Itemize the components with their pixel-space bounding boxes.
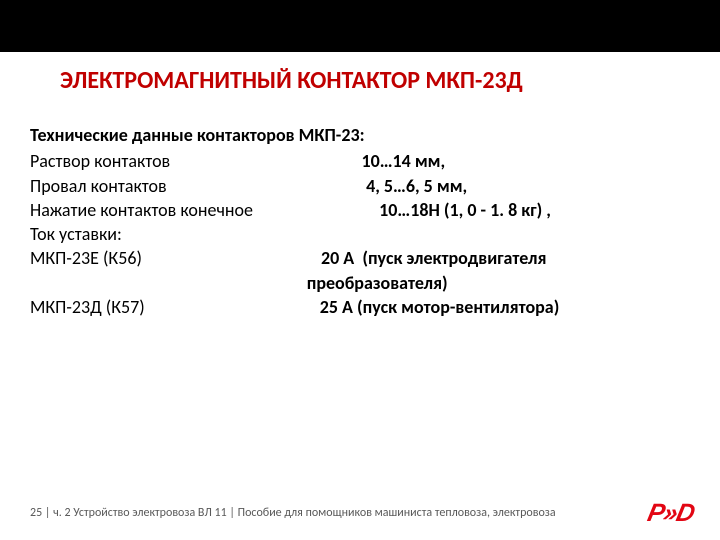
- spec-value: преобразователя): [307, 271, 448, 295]
- spec-value: 25 А (пуск мотор-вентилятора): [320, 295, 560, 319]
- spec-value: 10…14 мм,: [361, 149, 445, 173]
- spec-spacer: [167, 174, 366, 198]
- spec-row: Ток уставки:: [30, 222, 690, 246]
- spec-label: Провал контактов: [30, 174, 167, 198]
- spec-row: преобразователя): [30, 271, 690, 295]
- spec-label: МКП-23Е (К56): [30, 246, 142, 270]
- spec-row: Провал контактов 4, 5…6, 5 мм,: [30, 174, 690, 198]
- spec-spacer: [142, 246, 321, 270]
- spec-row: Раствор контактов 10…14 мм,: [30, 149, 690, 173]
- spec-spacer: [30, 271, 307, 295]
- spec-value: 20 А (пуск электродвигателя: [321, 246, 546, 270]
- spec-value: 10…18Н (1, 0 - 1. 8 кг) ,: [379, 198, 551, 222]
- spec-spacer: [145, 295, 320, 319]
- spec-row: МКП-23Е (К56) 20 А (пуск электродвигател…: [30, 246, 690, 270]
- spec-spacer: [253, 198, 379, 222]
- rzd-logo-text: P»D: [645, 499, 697, 528]
- footer-text: 25 | ч. 2 Устройство электровоза ВЛ 11 |…: [30, 506, 556, 520]
- rzd-logo: P»D: [648, 499, 694, 528]
- spec-label: МКП-23Д (К57): [30, 295, 145, 319]
- spec-row: МКП-23Д (К57) 25 А (пуск мотор-вентилято…: [30, 295, 690, 319]
- top-black-bar: [0, 0, 720, 52]
- page-title: ЭЛЕКТРОМАГНИТНЫЙ КОНТАКТОР МКП-23Д: [60, 66, 720, 95]
- spec-spacer: [170, 149, 361, 173]
- spec-row: Нажатие контактов конечное 10…18Н (1, 0 …: [30, 198, 690, 222]
- spec-label: Ток уставки:: [30, 222, 122, 246]
- spec-value: 4, 5…6, 5 мм,: [366, 174, 467, 198]
- content-block: Технические данные контакторов МКП-23: Р…: [30, 123, 690, 319]
- spec-label: Раствор контактов: [30, 149, 170, 173]
- subtitle: Технические данные контакторов МКП-23:: [30, 123, 690, 147]
- spec-label: Нажатие контактов конечное: [30, 198, 253, 222]
